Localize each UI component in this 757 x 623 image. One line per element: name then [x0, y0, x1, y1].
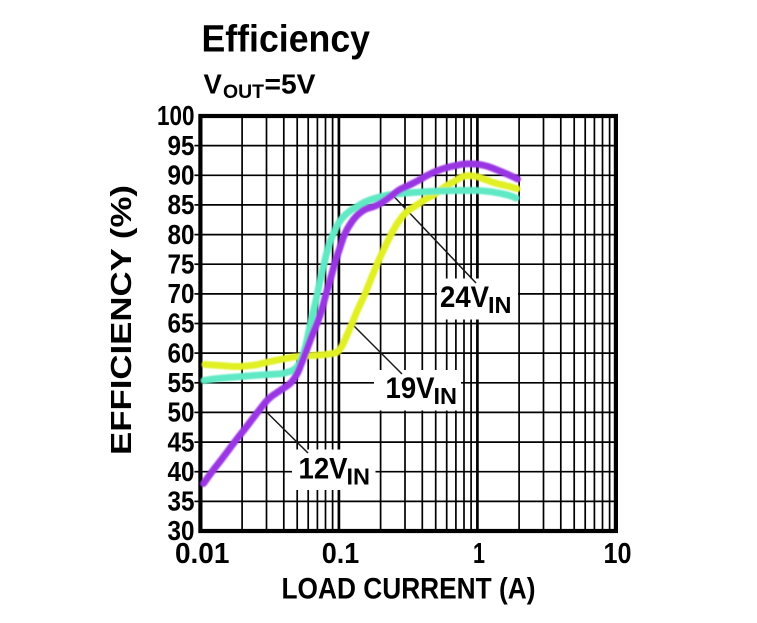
svg-text:35: 35	[168, 486, 195, 517]
svg-text:=5V: =5V	[265, 69, 317, 100]
svg-text:10: 10	[604, 538, 632, 570]
svg-text:Efficiency: Efficiency	[202, 19, 371, 61]
svg-text:V: V	[204, 69, 223, 100]
svg-text:EFFICIENCY (%): EFFICIENCY (%)	[106, 185, 138, 455]
svg-text:60: 60	[168, 337, 195, 368]
svg-text:IN: IN	[488, 292, 512, 318]
svg-text:90: 90	[168, 160, 195, 191]
svg-text:45: 45	[168, 426, 195, 457]
svg-text:0.01: 0.01	[175, 538, 230, 570]
svg-text:1: 1	[473, 538, 485, 570]
svg-text:75: 75	[168, 248, 195, 279]
svg-text:70: 70	[168, 278, 195, 309]
svg-text:65: 65	[168, 308, 195, 339]
svg-text:12V: 12V	[299, 452, 348, 485]
svg-text:0.1: 0.1	[322, 538, 360, 570]
svg-text:85: 85	[168, 189, 195, 220]
svg-text:24V: 24V	[440, 281, 489, 314]
svg-text:95: 95	[168, 130, 195, 161]
svg-text:40: 40	[168, 456, 195, 487]
svg-text:19V: 19V	[386, 372, 435, 405]
svg-text:100: 100	[157, 100, 195, 131]
svg-text:30: 30	[168, 515, 195, 546]
svg-text:OUT: OUT	[223, 81, 264, 103]
svg-text:50: 50	[168, 397, 195, 428]
svg-text:IN: IN	[347, 463, 371, 489]
svg-text:80: 80	[168, 219, 195, 250]
svg-text:55: 55	[168, 367, 195, 398]
svg-text:LOAD CURRENT (A): LOAD CURRENT (A)	[282, 573, 536, 606]
svg-text:IN: IN	[434, 383, 458, 409]
